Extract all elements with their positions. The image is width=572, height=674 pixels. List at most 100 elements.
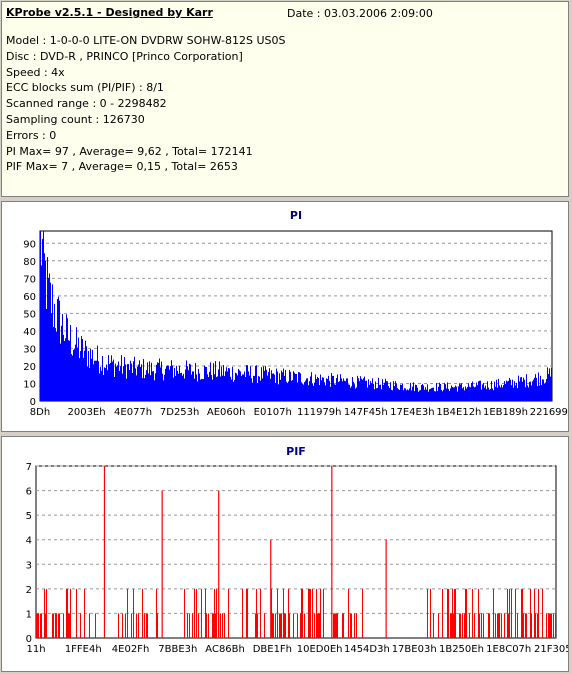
pi-bar bbox=[264, 370, 265, 401]
pi-bar bbox=[288, 381, 289, 401]
pi-bar bbox=[544, 383, 545, 401]
pi-bar bbox=[517, 388, 518, 401]
pi-bar bbox=[162, 373, 163, 401]
pi-bar bbox=[371, 383, 372, 401]
pi-bar bbox=[540, 375, 541, 401]
pi-bar bbox=[305, 380, 306, 401]
pi-bar bbox=[504, 381, 505, 401]
pi-bar bbox=[188, 370, 189, 401]
pi-bar bbox=[122, 373, 123, 401]
pi-bar bbox=[364, 376, 365, 401]
errors-line: Errors : 0 bbox=[6, 128, 57, 142]
pi-bar bbox=[296, 374, 297, 401]
ecc-line: ECC blocks sum (PI/PIF) : 8/1 bbox=[6, 81, 164, 95]
pif-bar bbox=[450, 613, 451, 638]
pi-bar bbox=[537, 386, 538, 401]
pi-bar bbox=[110, 362, 111, 401]
pi-bar bbox=[231, 379, 232, 401]
pi-bar bbox=[182, 375, 183, 401]
report-header: KProbe v2.5.1 - Designed by Karr Date : … bbox=[1, 1, 569, 197]
pi-bar bbox=[177, 371, 178, 401]
pi-bar bbox=[201, 378, 202, 401]
pi-bar bbox=[424, 389, 425, 401]
pif-bar bbox=[517, 613, 518, 638]
pi-bar bbox=[340, 374, 341, 401]
pif-bar bbox=[194, 588, 195, 638]
pi-bar bbox=[168, 365, 169, 401]
pi-bar bbox=[319, 385, 320, 401]
pi-bar bbox=[118, 361, 119, 401]
pi-bar bbox=[64, 340, 65, 401]
pi-bar bbox=[484, 387, 485, 401]
pif-bar bbox=[301, 588, 302, 638]
pi-bar bbox=[543, 379, 544, 401]
pif-bar bbox=[216, 588, 217, 638]
pif-y-tick-label: 5 bbox=[26, 511, 32, 522]
pi-bar bbox=[138, 364, 139, 401]
pi-bar bbox=[82, 338, 83, 401]
pif-bar bbox=[312, 588, 313, 638]
pi-bar bbox=[356, 387, 357, 401]
pif-bar bbox=[281, 613, 282, 638]
pi-bar bbox=[232, 366, 233, 401]
pi-chart: PI 0 10 20 30 40 50 60 70 80 90 8Dh 2003Eh 4E077h 7D25… bbox=[23, 209, 572, 418]
pi-bar bbox=[277, 371, 278, 401]
pif-y-tick-label: 6 bbox=[26, 487, 32, 498]
pi-bar bbox=[81, 336, 82, 401]
pif-bar bbox=[542, 588, 543, 638]
pi-bars bbox=[40, 231, 552, 401]
pi-bar bbox=[328, 375, 329, 401]
pi-bar bbox=[136, 375, 137, 401]
pi-bar bbox=[361, 378, 362, 401]
pi-bar bbox=[244, 371, 245, 401]
pi-bar bbox=[135, 368, 136, 401]
pif-bar bbox=[222, 613, 223, 638]
pif-bar bbox=[509, 588, 510, 638]
pi-y-tick-label: 10 bbox=[23, 379, 36, 390]
pi-bar bbox=[348, 384, 349, 401]
pi-bar bbox=[485, 385, 486, 401]
pi-bar bbox=[164, 374, 165, 401]
pi-bar bbox=[101, 370, 102, 401]
pi-bar bbox=[179, 365, 180, 401]
pif-bar bbox=[131, 613, 132, 638]
pi-bar bbox=[84, 350, 85, 401]
pif-bar bbox=[447, 588, 448, 638]
pi-bar bbox=[321, 380, 322, 401]
pi-bar bbox=[470, 387, 471, 401]
pi-bar bbox=[493, 390, 494, 401]
pif-x-tick-label: 1FFE4h bbox=[65, 644, 102, 655]
pi-bar bbox=[360, 376, 361, 401]
pi-bar bbox=[213, 363, 214, 401]
pi-bar bbox=[186, 360, 187, 401]
pi-bar bbox=[92, 349, 93, 401]
pi-bar bbox=[472, 381, 473, 401]
pi-bar bbox=[411, 390, 412, 401]
pi-bar bbox=[326, 378, 327, 401]
pi-bar bbox=[372, 378, 373, 401]
pi-bar bbox=[318, 378, 319, 401]
pi-bar bbox=[100, 367, 101, 401]
pi-bar bbox=[270, 378, 271, 401]
pi-bar bbox=[503, 385, 504, 401]
pi-bar bbox=[301, 382, 302, 401]
pif-bar bbox=[433, 613, 434, 638]
pi-bar bbox=[393, 381, 394, 401]
pi-bar bbox=[211, 375, 212, 401]
pif-bar bbox=[474, 613, 475, 638]
pif-bar bbox=[68, 613, 69, 638]
pi-bar bbox=[420, 389, 421, 401]
pi-bar bbox=[396, 383, 397, 401]
pi-y-tick-label: 40 bbox=[23, 327, 36, 338]
pi-bar bbox=[256, 365, 257, 401]
pi-bar bbox=[271, 370, 272, 401]
pi-bar bbox=[402, 383, 403, 401]
pi-bar bbox=[152, 371, 153, 401]
pi-bar bbox=[94, 360, 95, 401]
pi-bar bbox=[418, 391, 419, 401]
pi-bar bbox=[185, 369, 186, 401]
pi-bar bbox=[220, 376, 221, 401]
pi-bar bbox=[335, 384, 336, 401]
pi-bar bbox=[157, 362, 158, 401]
pi-bar bbox=[513, 387, 514, 401]
